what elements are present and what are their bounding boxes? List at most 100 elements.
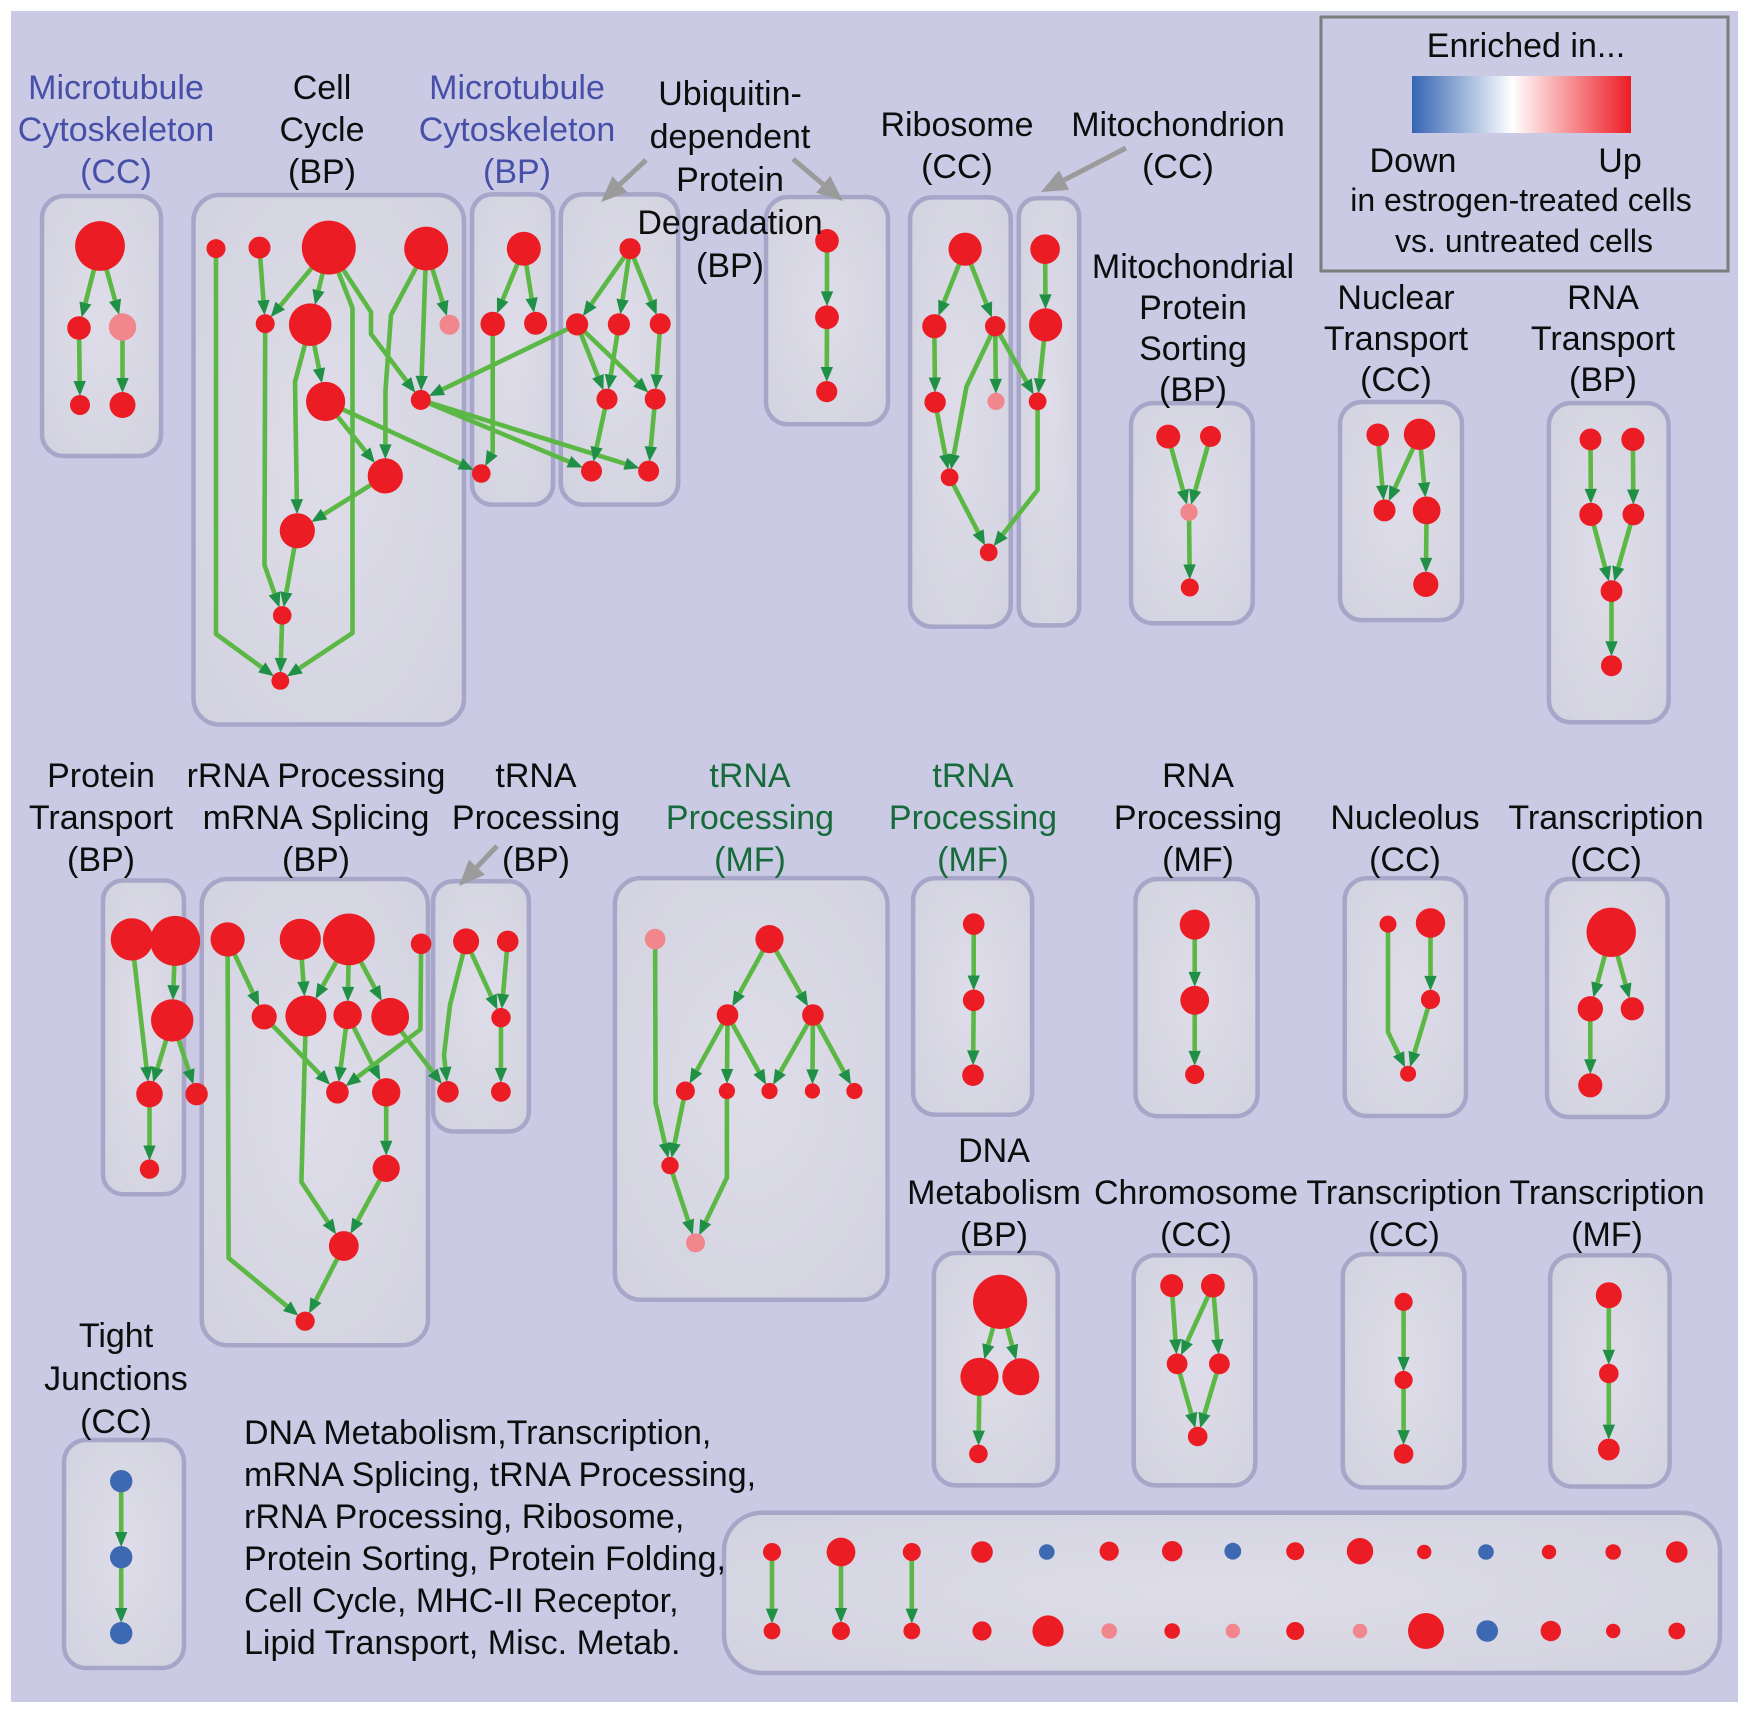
edge-n2-n6 [730, 1022, 761, 1073]
edge-d1-d4 [578, 332, 601, 378]
node-n4 [675, 1081, 695, 1101]
node-j3 [1579, 502, 1603, 526]
node-k6 [139, 1159, 160, 1179]
labels-layer: Microtubule Cytoskeleton (CC) Cell Cycle (BP)… [18, 69, 1705, 1441]
arrowhead-d0-d1 [582, 300, 597, 317]
node-w3 [110, 1622, 133, 1645]
node-i2 [1403, 418, 1436, 450]
arrowhead-k4-k6 [143, 1145, 156, 1161]
node-r4 [1578, 1073, 1603, 1098]
group-label-cell-cycle: Cell Cycle (BP) [279, 69, 364, 191]
node-b7 [439, 314, 460, 335]
arrowhead-l11-l12 [350, 1217, 364, 1234]
arrowhead-h1-h3 [1177, 488, 1189, 505]
edge-s2-s4 [976, 1394, 982, 1431]
node-n2 [716, 1004, 739, 1026]
group-label-rna-processing: RNA Processing (MF) [1114, 757, 1282, 879]
arrowhead-f3-f5 [989, 378, 1002, 394]
arrowhead-o2-o3 [967, 1050, 980, 1066]
node-b2 [248, 236, 271, 259]
arrowhead-n3-n6 [773, 1068, 786, 1085]
node-r2 [1577, 996, 1604, 1022]
arrowhead-c2-c4 [485, 450, 498, 467]
node-q3 [1420, 989, 1441, 1010]
node-a5 [109, 392, 136, 418]
node-g1 [1030, 234, 1060, 264]
arrowhead-b10-b11 [311, 508, 328, 523]
arrowhead-d3-d5 [650, 374, 664, 390]
node-b13 [271, 672, 290, 690]
group-box-transcription-cc-mid [1544, 876, 1670, 1120]
arrowhead-d0-d2 [616, 298, 629, 315]
node-d3 [649, 313, 671, 335]
node-b4 [404, 226, 449, 271]
arrowhead-b3-b6 [312, 288, 325, 305]
node-x7b [1164, 1623, 1180, 1639]
node-b5 [255, 314, 275, 334]
node-x7t [1162, 1541, 1183, 1562]
node-q2 [1415, 908, 1446, 938]
arrowhead-n3-n8 [838, 1068, 851, 1085]
node-h1 [1156, 424, 1181, 449]
edge-j4-j5 [1616, 523, 1633, 568]
node-q4 [1400, 1065, 1417, 1082]
arrowhead-f1-f3 [980, 301, 993, 318]
arrowhead-i1-i3 [1376, 484, 1389, 501]
node-b6 [288, 303, 332, 347]
trna-bp-pointer-head [459, 859, 485, 886]
edge-l8-m4 [399, 1029, 435, 1074]
arrowhead-t3-t5 [1185, 1411, 1198, 1429]
edge-k1-k4 [131, 959, 149, 1068]
annotation-line: DNA Metabolism,Transcription, [244, 1414, 711, 1452]
arrowhead-u2-u3 [1397, 1430, 1410, 1446]
arrowhead-q3-q4 [1408, 1050, 1421, 1067]
group-label-rna-transport: RNA Transport (BP) [1531, 279, 1676, 399]
edge-l3-l6 [320, 959, 339, 988]
arrowhead-t1-t3 [1169, 1339, 1182, 1355]
arrowhead-f3-g3 [1020, 378, 1034, 395]
edge-l2-l6 [299, 958, 306, 982]
edge-b12-b13 [278, 623, 285, 659]
node-d4 [596, 388, 618, 410]
edge-b4-b7 [430, 268, 445, 303]
edge-g3-f7 [1001, 409, 1040, 536]
edge-d1-d5 [582, 329, 640, 384]
node-e1 [815, 229, 839, 253]
node-a3 [108, 313, 137, 341]
ubiquitin-left-pointer [618, 158, 648, 187]
arrowhead-f1-f2 [938, 299, 950, 316]
group-box-mitochondrion [1016, 195, 1082, 628]
edge-n1-n3 [774, 949, 803, 995]
arrowhead-d1-b9 [428, 383, 446, 396]
arrowhead-f6-f7 [972, 529, 986, 546]
legend-gradient-bar [1412, 76, 1631, 133]
arrowhead-u1-u2 [1397, 1356, 1410, 1372]
node-e3 [816, 381, 838, 403]
node-r1 [1586, 907, 1636, 957]
arrowhead-r2-r4 [1584, 1059, 1597, 1075]
arrowhead-v2-v3 [1602, 1424, 1615, 1440]
arrowhead-m3-m5 [494, 1067, 508, 1083]
node-x2b [832, 1622, 850, 1640]
node-p1 [1179, 909, 1210, 940]
arrowhead-i4-i5 [1419, 557, 1433, 573]
edge-l3-l8 [358, 960, 377, 989]
node-l6 [285, 995, 327, 1037]
edge-r1-r3 [1615, 954, 1628, 985]
node-q1 [1379, 915, 1397, 933]
edge-d0-d1 [589, 255, 627, 306]
node-j5 [1600, 580, 1623, 602]
node-t1 [1160, 1274, 1184, 1298]
node-n8 [846, 1082, 863, 1100]
node-j2 [1621, 427, 1645, 451]
edge-f3-f6 [951, 333, 994, 456]
node-n0 [644, 928, 666, 950]
arrowhead-b1-b13 [258, 662, 274, 677]
arrowhead-a1-a2 [79, 301, 92, 318]
arrowhead-c1-c2 [496, 297, 509, 314]
ubiquitin-left-pointer-head [601, 176, 628, 202]
node-f5 [987, 392, 1005, 410]
edge-g2-g3 [1037, 340, 1047, 379]
group-box-nucleolus [1342, 875, 1469, 1119]
group-box-trna-mf-large [612, 875, 890, 1303]
